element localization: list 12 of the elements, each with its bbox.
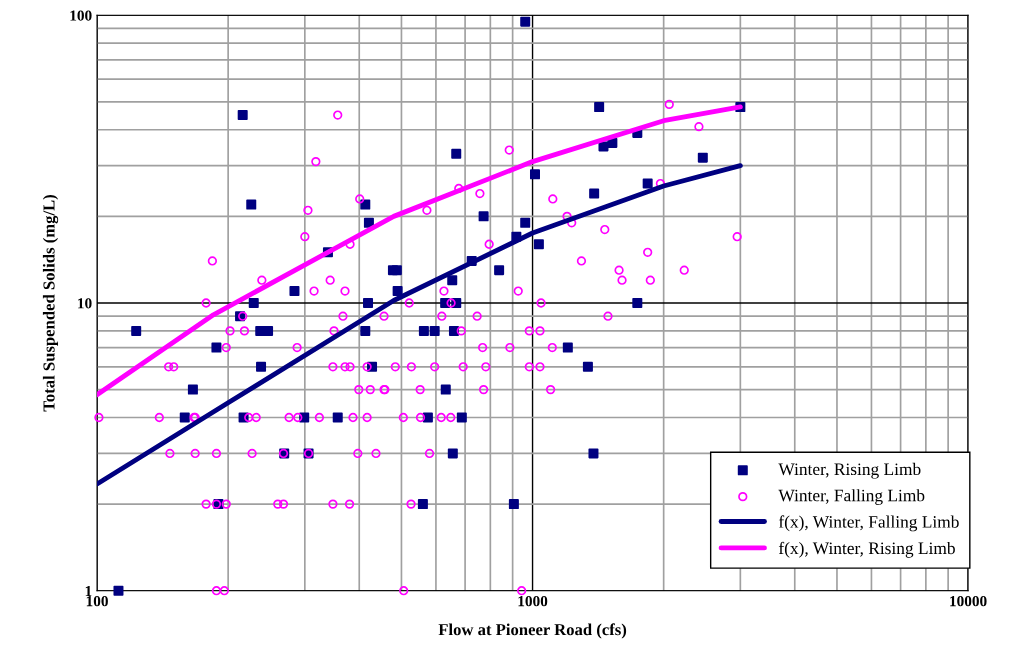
x-tick-label: 10000 bbox=[950, 596, 987, 607]
x-axis-title: Flow at Pioneer Road (cfs) bbox=[438, 623, 627, 639]
y-tick-label: 10 bbox=[78, 298, 92, 309]
legend-label: f(x), Winter, Rising Limb bbox=[778, 541, 955, 558]
y-tick-label: 100 bbox=[70, 10, 92, 21]
y-tick-label: 1 bbox=[85, 585, 92, 597]
legend-label: Winter, Rising Limb bbox=[778, 462, 921, 479]
x-tick-label: 1000 bbox=[518, 596, 548, 607]
legend-label: Winter, Falling Limb bbox=[778, 489, 925, 505]
x-tick-label: 100 bbox=[86, 596, 108, 607]
y-axis-title: Total Suspended Solids (mg/L) bbox=[42, 194, 59, 412]
legend-label: f(x), Winter, Falling Limb bbox=[778, 515, 959, 532]
